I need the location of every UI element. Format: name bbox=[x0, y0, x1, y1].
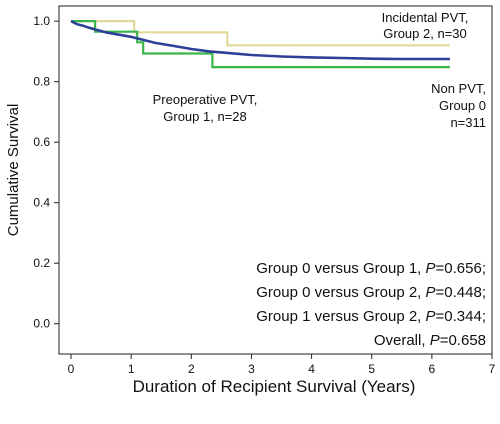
annotation-preoperative: Preoperative PVT, Group 1, n=28 bbox=[153, 92, 258, 124]
x-tick-label: 0 bbox=[68, 362, 75, 376]
stat-1-value: =0.448; bbox=[436, 284, 486, 301]
stat-3-p: P bbox=[430, 332, 440, 349]
annotation-incidental: Incidental PVT, Group 2, n=30 bbox=[382, 10, 469, 41]
stat-0-p: P bbox=[426, 260, 436, 277]
x-tick-label: 7 bbox=[489, 362, 496, 376]
y-axis-ticks: 0.0 0.2 0.4 0.6 0.8 1.0 bbox=[33, 14, 59, 331]
stat-0-value: =0.656; bbox=[436, 260, 486, 277]
stats-block: Group 0 versus Group 1, P=0.656; Group 0… bbox=[256, 260, 486, 349]
x-tick-label: 1 bbox=[128, 362, 135, 376]
stat-0-prefix: Group 0 versus Group 1, bbox=[256, 260, 425, 277]
x-tick-label: 5 bbox=[368, 362, 375, 376]
x-axis-ticks: 0 1 2 3 4 5 6 7 bbox=[68, 354, 496, 376]
x-axis-label: Duration of Recipient Survival (Years) bbox=[133, 377, 416, 396]
stat-3-value: =0.658 bbox=[440, 332, 486, 349]
x-tick-label: 6 bbox=[429, 362, 436, 376]
y-tick-label: 1.0 bbox=[33, 14, 50, 28]
series-group bbox=[70, 19, 450, 69]
annotation-preoperative-line2: Group 1, n=28 bbox=[163, 109, 246, 124]
annotation-incidental-line1: Incidental PVT, bbox=[382, 10, 469, 25]
stat-3-prefix: Overall, bbox=[374, 332, 430, 349]
stat-2-p: P bbox=[426, 308, 436, 325]
x-tick-label: 3 bbox=[248, 362, 255, 376]
y-tick-label: 0.8 bbox=[33, 75, 50, 89]
stat-2-value: =0.344; bbox=[436, 308, 486, 325]
stat-line-0: Group 0 versus Group 1, P=0.656; bbox=[256, 260, 486, 277]
y-tick-label: 0.0 bbox=[33, 317, 50, 331]
y-tick-label: 0.6 bbox=[33, 135, 50, 149]
annotation-nonpvt-line2: Group 0 bbox=[439, 98, 486, 113]
stat-line-1: Group 0 versus Group 2, P=0.448; bbox=[256, 284, 486, 301]
y-axis-label: Cumulative Survival bbox=[5, 104, 22, 237]
annotation-nonpvt-line3: n=311 bbox=[450, 115, 486, 130]
plot-frame bbox=[58, 5, 493, 355]
stat-1-prefix: Group 0 versus Group 2, bbox=[256, 284, 425, 301]
y-tick-label: 0.2 bbox=[33, 256, 50, 270]
y-tick-label: 0.4 bbox=[33, 196, 50, 210]
x-tick-label: 4 bbox=[308, 362, 315, 376]
stat-1-p: P bbox=[426, 284, 436, 301]
stat-line-2: Group 1 versus Group 2, P=0.344; bbox=[256, 308, 486, 325]
x-tick-label: 2 bbox=[188, 362, 195, 376]
series-line-incidental bbox=[71, 20, 450, 47]
series-line-preoperative bbox=[71, 20, 450, 69]
series-line-nonpvt bbox=[70, 19, 450, 61]
annotation-nonpvt: Non PVT, Group 0 n=311 bbox=[431, 81, 486, 130]
stat-line-3: Overall, P=0.658 bbox=[374, 332, 486, 349]
stat-2-prefix: Group 1 versus Group 2, bbox=[256, 308, 425, 325]
annotation-nonpvt-line1: Non PVT, bbox=[431, 81, 486, 96]
annotation-incidental-line2: Group 2, n=30 bbox=[383, 26, 466, 41]
annotation-preoperative-line1: Preoperative PVT, bbox=[153, 92, 258, 107]
